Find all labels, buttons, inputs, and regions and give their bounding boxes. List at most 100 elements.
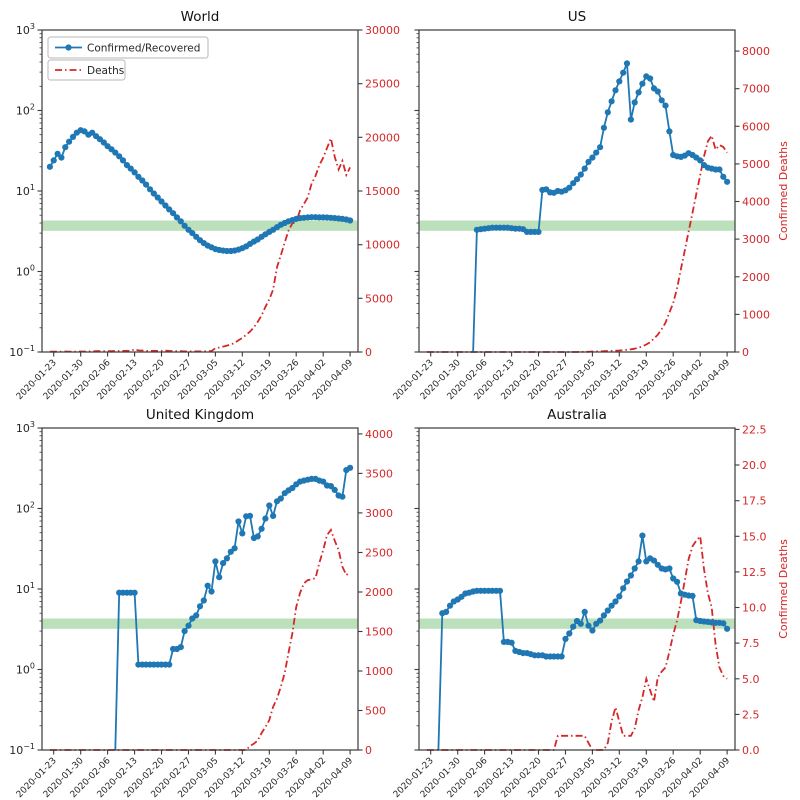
right-axis-tick-label: 15000 bbox=[365, 185, 400, 198]
ratio-marker bbox=[627, 116, 635, 123]
ratio-marker bbox=[558, 653, 565, 660]
ratio-marker bbox=[697, 157, 704, 164]
ratio-marker bbox=[166, 206, 173, 213]
ratio-marker bbox=[573, 176, 581, 183]
right-axis-tick-label: 20000 bbox=[365, 131, 400, 144]
plot-frame bbox=[418, 29, 736, 353]
ratio-marker bbox=[635, 89, 642, 96]
right-axis-tick-label: 1500 bbox=[365, 626, 393, 639]
right-axis-tick-label: 4000 bbox=[742, 196, 770, 209]
ratio-marker bbox=[674, 578, 681, 585]
ratio-marker bbox=[604, 607, 611, 614]
ratio-marker bbox=[258, 525, 265, 532]
right-axis-label: Confirmed Deaths bbox=[777, 141, 790, 241]
ratio-marker bbox=[127, 165, 134, 172]
ratio-marker bbox=[173, 214, 180, 221]
ratio-line bbox=[114, 467, 351, 751]
right-axis-tick-label: 2500 bbox=[365, 547, 393, 560]
left-axis-tick-label: 101 bbox=[16, 581, 35, 596]
ratio-marker bbox=[331, 486, 338, 493]
ratio-marker bbox=[166, 661, 173, 668]
ratio-marker bbox=[604, 109, 611, 116]
right-axis-tick-label: 500 bbox=[365, 705, 386, 718]
ratio-marker bbox=[443, 608, 450, 616]
ratio-marker bbox=[66, 138, 73, 145]
ratio-marker bbox=[131, 589, 138, 596]
ratio-marker bbox=[143, 181, 150, 188]
ratio-marker bbox=[208, 588, 215, 595]
ratio-marker bbox=[177, 218, 184, 225]
ratio-marker bbox=[54, 150, 61, 157]
legend-label-deaths: Deaths bbox=[87, 65, 124, 77]
ratio-marker bbox=[654, 561, 661, 568]
ratio-marker bbox=[577, 171, 584, 178]
right-axis-tick-label: 1000 bbox=[365, 665, 393, 678]
ratio-marker bbox=[623, 578, 631, 585]
right-axis-tick-label: 22.5 bbox=[742, 423, 767, 436]
ratio-marker bbox=[631, 565, 638, 572]
ratio-marker bbox=[635, 558, 642, 565]
ratio-marker bbox=[720, 620, 727, 627]
ratio-marker bbox=[162, 202, 169, 209]
right-axis-tick-label: 7.5 bbox=[742, 637, 760, 650]
ratio-marker bbox=[666, 128, 673, 135]
ratio-marker bbox=[196, 603, 204, 610]
right-axis-tick-label: 15.0 bbox=[742, 530, 767, 543]
ratio-marker bbox=[600, 124, 608, 131]
ratio-marker bbox=[185, 622, 192, 629]
ratio-marker bbox=[239, 530, 246, 537]
right-axis-tick-label: 12.5 bbox=[742, 566, 767, 579]
right-axis-tick-label: 2000 bbox=[742, 271, 770, 284]
ratio-marker bbox=[135, 173, 142, 180]
ratio-marker bbox=[266, 502, 273, 509]
right-axis-tick-label: 2000 bbox=[365, 586, 393, 599]
ratio-marker bbox=[320, 478, 327, 485]
ratio-marker bbox=[639, 80, 646, 87]
right-axis-tick-label: 5000 bbox=[742, 158, 770, 171]
left-axis-tick-label: 103 bbox=[16, 22, 35, 37]
ratio-marker bbox=[593, 149, 600, 156]
ratio-marker bbox=[46, 163, 54, 170]
ratio-marker bbox=[616, 593, 623, 600]
right-axis-tick-label: 30000 bbox=[365, 24, 400, 37]
deaths-line bbox=[49, 528, 351, 751]
legend-box-ratio bbox=[47, 36, 209, 59]
ratio-marker bbox=[246, 512, 254, 520]
left-axis-tick-label: 101 bbox=[16, 183, 35, 198]
ratio-marker bbox=[327, 483, 334, 490]
ratio-marker bbox=[724, 178, 731, 185]
ratio-marker bbox=[608, 602, 615, 609]
ratio-marker bbox=[154, 194, 161, 201]
ratio-marker bbox=[639, 532, 646, 539]
right-axis-tick-label: 3000 bbox=[742, 233, 770, 246]
ratio-marker bbox=[589, 627, 596, 634]
reference-band bbox=[42, 220, 358, 231]
right-axis-tick-label: 10000 bbox=[365, 239, 400, 252]
ratio-marker bbox=[612, 87, 619, 94]
ratio-marker bbox=[100, 139, 107, 146]
plot-frame bbox=[418, 427, 736, 751]
chart-title-australia: Australia bbox=[547, 407, 607, 423]
ratio-marker bbox=[620, 585, 627, 592]
ratio-marker bbox=[181, 222, 188, 229]
ratio-marker bbox=[254, 533, 261, 540]
left-axis-tick-label: 102 bbox=[16, 103, 35, 118]
ratio-marker bbox=[608, 98, 615, 105]
ratio-marker bbox=[262, 515, 269, 522]
ratio-marker bbox=[158, 198, 165, 205]
ratio-line bbox=[49, 129, 351, 252]
ratio-marker bbox=[720, 173, 727, 180]
chart-title-world: World bbox=[181, 9, 220, 25]
right-axis-tick-label: 7000 bbox=[742, 83, 770, 96]
ratio-marker bbox=[647, 75, 654, 82]
chart-title-united-kingdom: United Kingdom bbox=[146, 407, 254, 423]
right-axis-tick-label: 0 bbox=[365, 744, 372, 757]
right-axis-label: Confirmed Deaths bbox=[777, 539, 790, 639]
ratio-marker bbox=[689, 592, 696, 600]
ratio-line bbox=[472, 63, 728, 353]
ratio-marker bbox=[620, 69, 627, 76]
ratio-marker bbox=[50, 157, 57, 164]
right-axis-tick-label: 6000 bbox=[742, 120, 770, 133]
right-axis-tick-label: 17.5 bbox=[742, 495, 767, 508]
